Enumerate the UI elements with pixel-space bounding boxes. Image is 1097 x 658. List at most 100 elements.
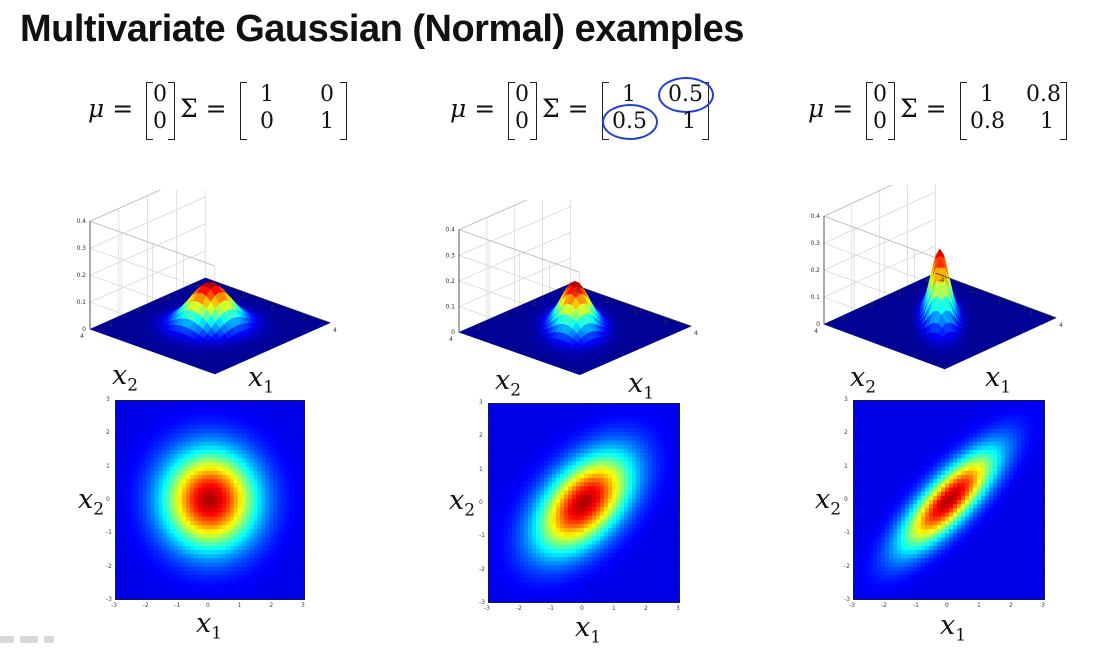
mu-right-bracket [530,82,537,140]
heatmap-svg [853,400,1046,601]
mu-right-bracket [168,82,175,140]
heatmap-y-tick-label: -2 [844,562,850,570]
heatmap-y-tick-label: 1 [106,462,110,470]
axis-sub: 2 [510,380,522,401]
gaussian-surface [458,281,692,376]
sigma-entry-0-0: 1 [260,82,274,107]
heatmap-x-tick-label: -3 [111,602,117,609]
heatmap-x-tick-label: 1 [612,605,616,612]
axis-sub: 2 [93,499,105,520]
heatmap-plot-2 [488,403,681,604]
axis-var: x [495,365,511,396]
axis-sub: 1 [955,625,967,646]
x1-tick-label: 2 [1029,311,1033,318]
surface-x1-label: x1 [248,362,274,397]
slide-title: Multivariate Gaussian (Normal) examples [20,8,744,50]
axis-sub: 1 [643,383,655,404]
heatmap-x-tick-label: 3 [301,602,305,609]
heatmap-y-tick-label: 3 [106,396,110,403]
x2-tick-label: -2 [164,295,170,302]
surface-svg: 0.4 0.3 0.2 0.1 0 -4 -2 0 2 4 4 2 0 -2 -4 [76,169,337,375]
video-control-remnant [0,628,90,643]
heatmap-x-tick-label: 3 [676,605,680,612]
heatmap-x2-label: x2 [815,484,841,519]
surface-x2-label: x2 [495,365,521,400]
x1-tick-label: -2 [969,288,975,295]
heatmap-x-tick-label: -1 [913,602,919,609]
heatmap-x-tick-label: 2 [1009,602,1013,609]
heatmap-y-tick-label: -1 [844,529,850,537]
axis-sub: 2 [464,500,476,521]
z-tick-label: 0 [451,329,455,336]
heatmap-plot-3 [853,400,1046,601]
surface-plot-1: 0.4 0.3 0.2 0.1 0 -4 -2 0 2 4 4 2 0 -2 -4 [60,169,360,390]
heatmap-frame [853,400,1045,600]
heatmap-x1-label: x1 [940,610,966,645]
heatmap-x-tick-label: -2 [881,602,887,609]
surface-svg: 0.4 0.3 0.2 0.1 0 -4 -2 0 2 4 4 2 0 -2 -4 [810,164,1063,370]
heatmap-cells [488,403,681,604]
surface-svg: 0.4 0.3 0.2 0.1 0 -4 -2 0 2 4 4 2 0 -2 -4 [445,180,698,376]
handwritten-circle-annotation [602,104,658,140]
heatmap-y-tick-label: 0 [106,496,110,503]
surface-axes: 0.4 0.3 0.2 0.1 0 -4 -2 0 2 4 4 2 0 -2 -4 [810,213,1063,335]
axis-sub: 1 [1000,377,1012,398]
sigma-entry-0-1: 0 [320,82,334,107]
axis-var: x [628,368,644,399]
axis-var: x [248,362,264,393]
heatmap-x-tick-label: 3 [1041,602,1045,609]
x1-tick-label: -2 [239,293,245,300]
surface-plot-3: 0.4 0.3 0.2 0.1 0 -4 -2 0 2 4 4 2 0 -2 -4 [795,164,1085,385]
heatmap-x2-label: x2 [449,485,475,520]
x1-tick-label: -4 [938,277,944,284]
heatmap-y-tick-label: -2 [479,565,485,573]
surface-x1-label: x1 [628,368,654,403]
z-tick-label: 0.2 [445,278,455,285]
sigma-entry-1-1: 1 [1040,109,1054,134]
heatmap-x-tick-label: 2 [644,605,648,612]
heatmap-frame [115,400,305,600]
x1-tick-label: 0 [634,309,638,316]
mu-left-bracket [146,82,153,140]
sigma-entry-1-1: 1 [320,109,334,134]
sigma-label: Σ = [542,94,589,123]
x2-tick-label: 0 [870,303,874,310]
mu-label: μ = [450,94,496,123]
x1-tick-label: -4 [208,282,214,289]
sigma-entry-1-1: 1 [682,109,696,134]
formula-example-1: μ = 0 0 Σ = 1 0 0 1 [88,78,348,148]
heatmap-y-tick-label: 2 [106,429,110,437]
x1-tick-label: 4 [333,327,337,334]
x1-tick-label: 2 [664,320,668,327]
surface-x2-label: x2 [112,360,138,395]
heatmap-x-tick-label: -2 [516,605,522,612]
heatmap-x-tick-label: -2 [142,602,149,609]
heatmap-cells [853,400,1046,601]
mu-entry: 0 [515,82,529,107]
x2-tick-label: -4 [923,277,929,284]
z-tick-label: 0.3 [810,240,820,247]
heatmap-y-tick-label: -1 [479,532,485,540]
heatmap-cells [115,400,306,601]
surface-axes: 0.4 0.3 0.2 0.1 0 -4 -2 0 2 4 4 2 0 -2 -4 [445,227,698,344]
x1-tick-label: 2 [302,316,306,323]
heatmap-y-tick-label: 0 [844,496,848,503]
sigma-entry-1-0: 0 [260,109,274,134]
heatmap-x1-label: x1 [575,612,601,647]
sigma-entry-0-1: 0.8 [1026,82,1061,107]
heatmap-y-tick-label: -3 [844,596,850,603]
axis-sub: 2 [830,499,842,520]
axis-sub: 2 [127,375,139,396]
x1-tick-label: 0 [271,304,275,311]
heatmap-x-tick-label: 0 [580,605,584,612]
surface-plot-2: 0.4 0.3 0.2 0.1 0 -4 -2 0 2 4 4 2 0 -2 -4 [430,180,720,390]
heatmap-y-tick-label: 0 [479,499,483,506]
heatmap-x2-label: x2 [78,484,104,519]
heatmap-y-tick-label: 2 [844,429,848,437]
axis-var: x [815,484,831,515]
axis-var: x [985,362,1001,393]
x1-tick-label: 4 [1059,322,1063,329]
axis-sub: 1 [211,623,223,644]
mu-entry: 0 [873,109,887,134]
axis-sub: 2 [865,377,877,398]
